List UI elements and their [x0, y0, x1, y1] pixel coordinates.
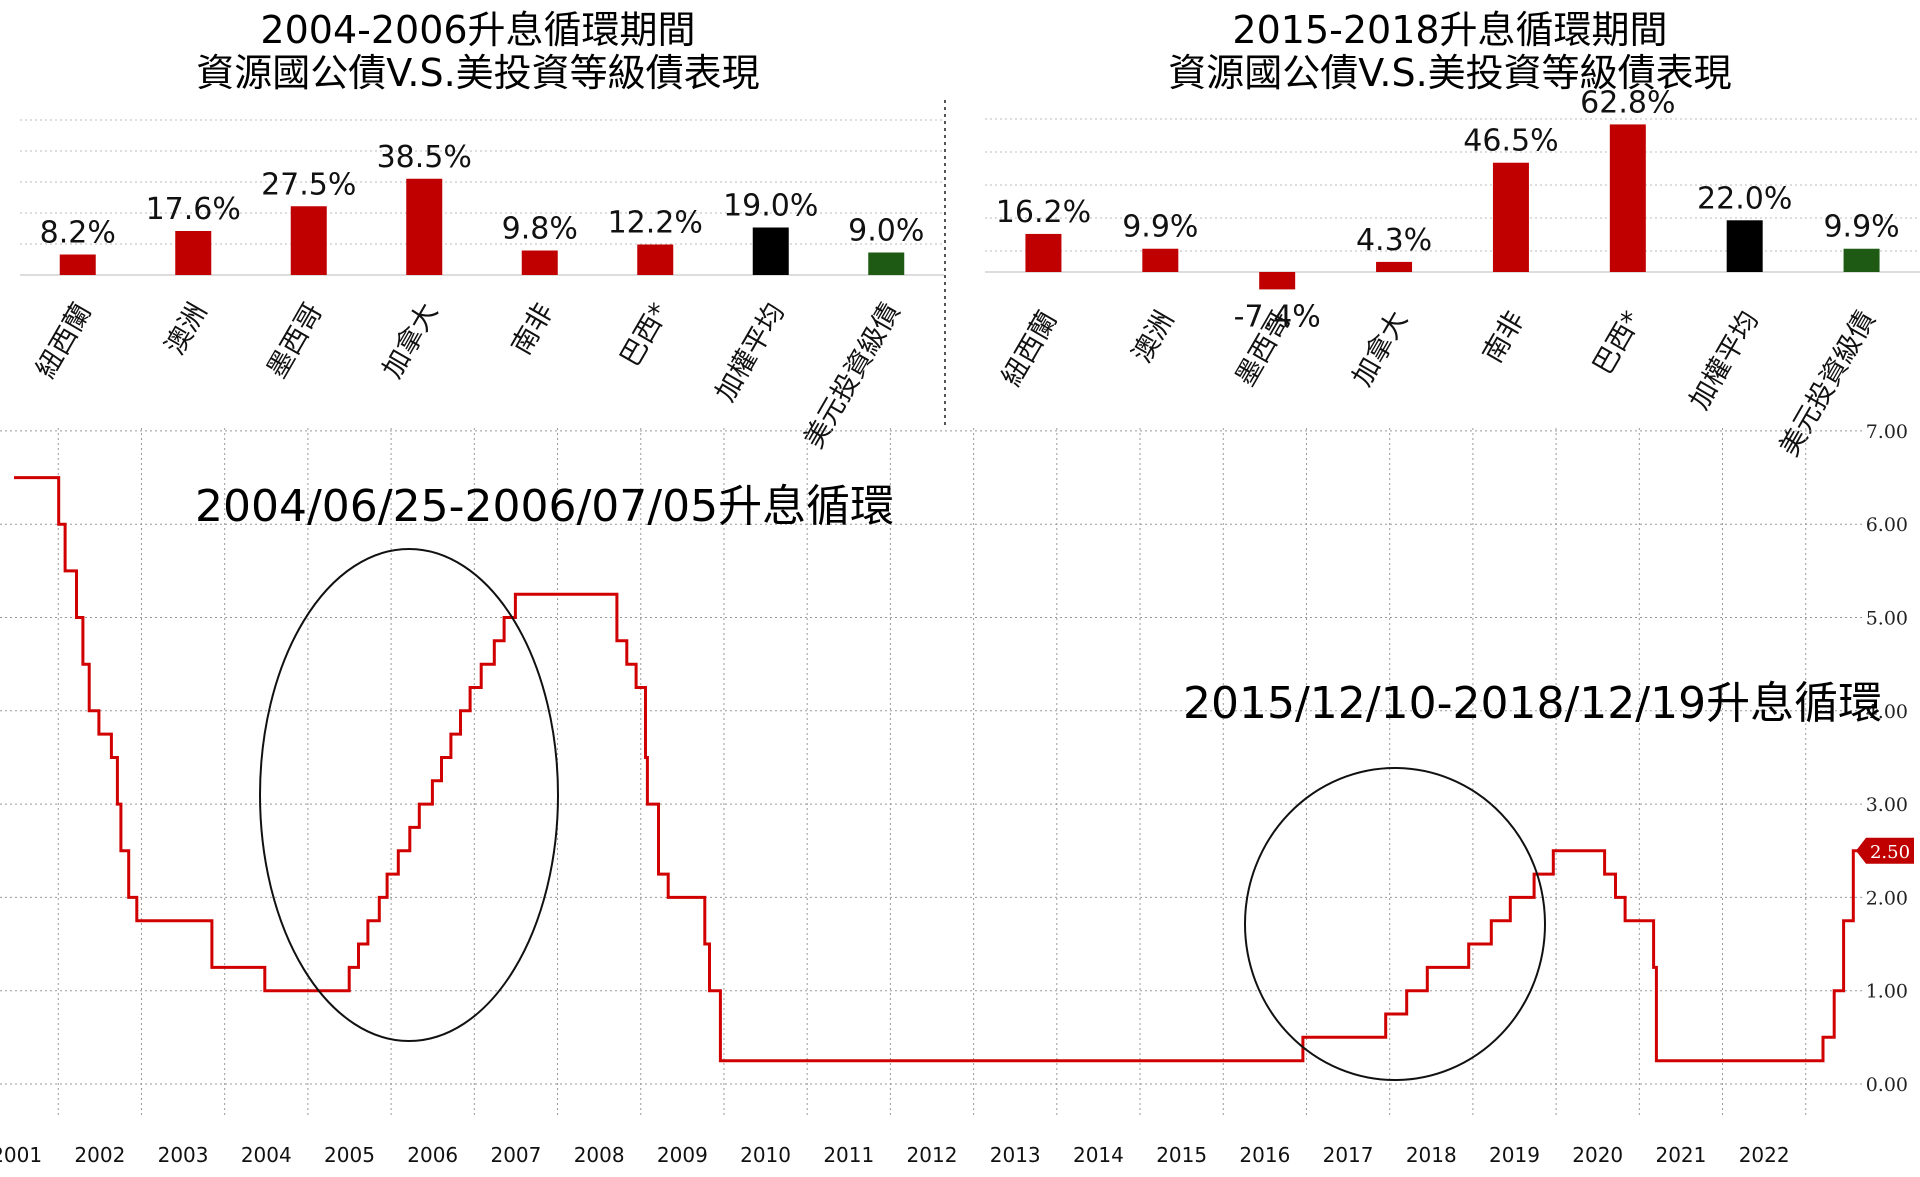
chart2-subtitle: 資源國公債V.S.美投資等級債表現	[1168, 51, 1731, 95]
bar-1	[1025, 233, 1062, 272]
bar-8	[1843, 248, 1880, 272]
bar-category-label: 紐西蘭	[996, 306, 1063, 392]
x-tick-label: 2010	[740, 1143, 791, 1167]
x-tick-label: 2012	[907, 1143, 958, 1167]
y-tick-label: 7.00	[1866, 421, 1908, 443]
bar-5	[521, 250, 558, 275]
y-tick-label: 6.00	[1866, 514, 1908, 536]
bar-value-label: 22.0%	[1697, 181, 1792, 216]
x-tick-label: 2016	[1239, 1143, 1290, 1167]
bar-7	[752, 227, 789, 275]
x-tick-label: 2009	[657, 1143, 708, 1167]
bar-category-label: 南非	[506, 298, 560, 360]
x-tick-label: 2003	[158, 1143, 209, 1167]
bar-4	[1376, 261, 1413, 272]
bar-3	[290, 206, 327, 275]
chart1-subtitle: 資源國公債V.S.美投資等級債表現	[196, 51, 759, 95]
annotation-cycle-2004: 2004/06/25-2006/07/05升息循環	[195, 481, 894, 532]
bar-value-label: 9.8%	[502, 212, 578, 247]
x-tick-label: 2011	[823, 1143, 874, 1167]
x-tick-label: 2021	[1655, 1143, 1706, 1167]
chart2-title: 2015-2018升息循環期間	[1232, 8, 1667, 52]
bar-category-label: 加拿大	[377, 298, 444, 384]
x-tick-label: 2005	[324, 1143, 375, 1167]
fed-rate-series-line	[14, 476, 1862, 1063]
bar-value-label: 4.3%	[1356, 223, 1432, 258]
x-tick-label: 2008	[574, 1143, 625, 1167]
bar-category-label: 巴西*	[615, 298, 676, 372]
x-tick-label: 2013	[990, 1143, 1041, 1167]
chart1-plot: 8.2% 紐西蘭 17.6% 澳洲 27.5% 墨西哥 38.5% 加拿大 9.8% 南非 12.2…	[20, 119, 944, 454]
highlight-ellipse-2004	[259, 548, 559, 1042]
x-tick-label: 2006	[407, 1143, 458, 1167]
x-tick-label: 2014	[1073, 1143, 1124, 1167]
y-tick-label: 2.00	[1866, 887, 1908, 909]
x-tick-label: 2017	[1323, 1143, 1374, 1167]
bar-value-label: 9.9%	[1823, 210, 1899, 245]
x-tick-label: 2002	[74, 1143, 125, 1167]
bar-value-label: 38.5%	[377, 140, 472, 175]
bar-2	[175, 231, 212, 275]
bar-value-label: 8.2%	[40, 216, 116, 251]
bar-6	[1609, 124, 1646, 272]
bar-category-label: 南非	[1477, 306, 1531, 368]
y-tick-label: 1.00	[1866, 981, 1908, 1003]
bar-category-label: 紐西蘭	[30, 298, 97, 384]
bar-value-label: 27.5%	[261, 167, 356, 202]
x-tick-label: 2022	[1739, 1143, 1790, 1167]
bar-category-label: 澳洲	[159, 298, 213, 360]
y-tick-label: 4.00	[1866, 701, 1908, 723]
y-tick-label: 0.00	[1866, 1074, 1908, 1096]
x-tick-label: 2019	[1489, 1143, 1540, 1167]
highlight-ellipse-2015	[1244, 767, 1546, 1081]
bar-category-label: 巴西*	[1587, 306, 1648, 380]
x-tick-label: 2001	[0, 1143, 42, 1167]
x-tick-label: 2004	[241, 1143, 292, 1167]
bar-value-label: -7.4%	[1234, 299, 1321, 334]
bar-category-label: 澳洲	[1127, 306, 1181, 368]
bar-category-label: 加權平均	[1684, 306, 1765, 415]
y-tick-label: 3.00	[1866, 794, 1908, 816]
annotation-cycle-2015: 2015/12/10-2018/12/19升息循環	[1183, 678, 1882, 729]
x-tick-label: 2018	[1406, 1143, 1457, 1167]
last-value-tag	[1856, 837, 1914, 864]
last-value-label: 2.50	[1870, 842, 1910, 863]
bar-value-label: 17.6%	[146, 192, 241, 227]
bar-category-label: 墨西哥	[261, 298, 328, 384]
x-tick-label: 2007	[490, 1143, 541, 1167]
chart1-title: 2004-2006升息循環期間	[260, 8, 695, 52]
bar-category-label: 加拿大	[1347, 306, 1414, 392]
bar-value-label: 9.0%	[848, 214, 924, 249]
bar-category-label: 加權平均	[710, 298, 791, 407]
fed-rate-line-chart: 0.00 1.00 2.00 3.00 4.00 5.00 6.00 7.00 2001 2002…	[0, 421, 1914, 1167]
bar-8	[868, 252, 905, 275]
bar-7	[1726, 220, 1763, 272]
bar-5	[1492, 162, 1529, 272]
bar-value-label: 12.2%	[608, 206, 703, 241]
bar-1	[59, 254, 96, 275]
bar-3	[1259, 272, 1296, 290]
bar-4	[406, 178, 443, 275]
bar-value-label: 46.5%	[1463, 124, 1558, 159]
bar-value-label: 19.0%	[723, 189, 818, 224]
bar-value-label: 9.9%	[1122, 210, 1198, 245]
x-tick-label: 2020	[1572, 1143, 1623, 1167]
y-tick-label: 5.00	[1866, 608, 1908, 630]
bar-6	[637, 244, 674, 275]
x-tick-label: 2015	[1156, 1143, 1207, 1167]
bar-value-label: 16.2%	[996, 195, 1091, 230]
bar-value-label: 62.8%	[1580, 85, 1675, 120]
bar-2	[1142, 248, 1179, 272]
